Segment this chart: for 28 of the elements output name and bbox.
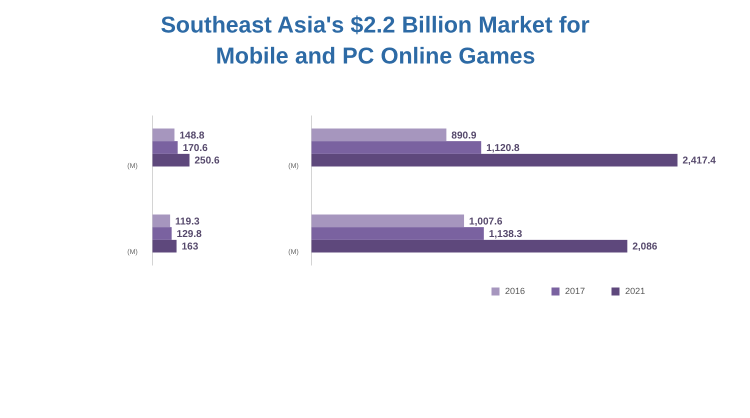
data-label: 1,120.8: [486, 143, 520, 154]
bar: [312, 214, 464, 228]
data-label: 1,007.6: [469, 216, 503, 228]
bar: [152, 141, 178, 154]
data-label: 119.3: [175, 216, 200, 228]
data-label: 170.6: [182, 143, 208, 154]
data-label: 148.8: [179, 130, 205, 142]
data-label: 250.6: [194, 156, 220, 167]
legend-label: 2017: [565, 286, 586, 296]
data-label: 2,417.4: [682, 156, 716, 167]
data-label: 163: [182, 242, 199, 253]
bar: [312, 128, 446, 142]
bar: [312, 154, 678, 167]
bar: [152, 214, 170, 228]
bar: [152, 128, 174, 142]
bar: [312, 141, 482, 154]
text: Southeast Asia's $2.2 Billion Market for Mobile and PC Online Games: [160, 12, 590, 68]
data-label: 1,138.3: [488, 229, 523, 240]
bar: [152, 240, 177, 253]
data-label: 890.9: [451, 130, 477, 142]
legend-label: 2021: [625, 286, 646, 296]
legend-label: 2016: [505, 286, 526, 296]
bar: [152, 154, 190, 167]
bar: [312, 240, 628, 253]
bar: [312, 227, 484, 240]
bar: [152, 227, 172, 240]
data-label: 129.8: [176, 229, 202, 240]
data-label: 2,086: [632, 242, 658, 253]
